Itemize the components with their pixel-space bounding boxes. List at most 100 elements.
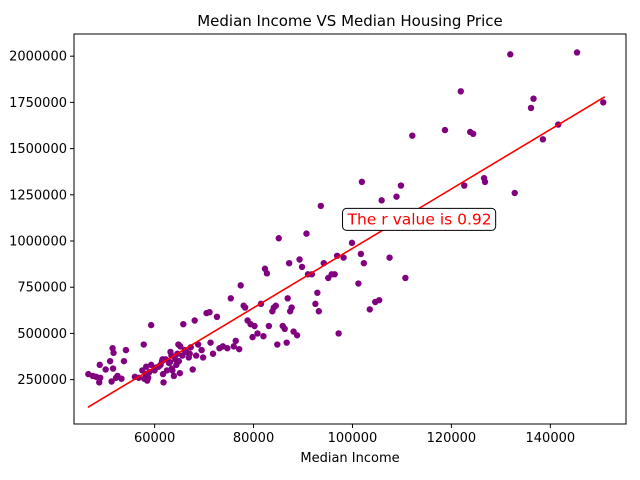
data-point: [191, 317, 198, 324]
x-tick-label: 100000: [328, 431, 378, 446]
data-point: [108, 378, 115, 385]
data-point: [251, 322, 258, 330]
data-point: [296, 256, 303, 263]
data-point: [249, 333, 256, 341]
y-tick-label: 1750000: [9, 96, 67, 111]
data-point: [314, 289, 321, 296]
y-tick-label: 250000: [17, 373, 67, 388]
data-point: [118, 375, 125, 382]
data-point: [232, 337, 239, 345]
data-point: [539, 136, 547, 143]
data-point: [263, 270, 271, 277]
data-point: [402, 274, 409, 282]
data-point: [386, 254, 393, 261]
data-point: [507, 51, 514, 58]
data-point: [106, 357, 114, 365]
data-point: [315, 308, 323, 315]
data-point: [109, 365, 117, 372]
data-point: [357, 250, 365, 258]
annotation-box: [342, 207, 497, 231]
data-point: [317, 202, 325, 210]
data-point: [409, 132, 416, 139]
regression-line: [87, 96, 606, 409]
plot-area: [85, 49, 607, 409]
data-point: [511, 189, 518, 197]
data-point: [237, 282, 244, 289]
data-point: [284, 295, 291, 302]
data-point: [461, 182, 468, 189]
data-point: [469, 130, 477, 138]
data-point: [236, 345, 243, 353]
x-tick-label: 140000: [526, 431, 576, 446]
data-point: [481, 178, 489, 186]
y-tick-label: 1250000: [9, 188, 67, 203]
data-point: [241, 304, 249, 311]
data-point: [160, 379, 167, 386]
data-point: [206, 308, 213, 316]
data-point: [230, 343, 237, 350]
data-point: [147, 361, 155, 369]
data-point: [600, 99, 607, 106]
data-point: [207, 339, 214, 346]
data-point: [163, 367, 171, 374]
data-point: [441, 126, 449, 134]
data-point: [331, 271, 338, 278]
data-point: [366, 306, 373, 313]
data-point: [102, 366, 109, 373]
data-point: [358, 178, 366, 186]
data-point: [573, 49, 581, 56]
data-point: [355, 280, 362, 287]
data-point: [288, 304, 295, 311]
data-point: [180, 320, 187, 328]
chart-title: Median Income VS Median Housing Price: [197, 12, 503, 30]
data-point: [140, 341, 147, 348]
data-point: [527, 104, 535, 112]
data-point: [457, 88, 464, 95]
data-point: [285, 259, 293, 267]
data-point: [166, 358, 174, 366]
y-tick-label: 1500000: [9, 142, 67, 157]
y-tick-label: 750000: [17, 281, 67, 296]
data-point: [170, 372, 178, 380]
x-tick-label: 60000: [134, 431, 175, 446]
y-tick-label: 500000: [17, 327, 67, 342]
data-point: [335, 330, 342, 337]
data-point: [213, 313, 221, 320]
annotation-text: The r value is 0.92: [347, 210, 492, 228]
data-point: [360, 259, 368, 267]
data-point: [397, 182, 405, 189]
data-point: [177, 343, 184, 350]
y-tick-label: 2000000: [9, 50, 67, 65]
data-point: [97, 374, 104, 381]
data-point: [274, 341, 281, 348]
data-point: [120, 357, 128, 365]
data-point: [340, 254, 347, 261]
data-point: [293, 332, 301, 339]
data-point: [254, 330, 261, 337]
data-point: [192, 352, 200, 359]
data-point: [312, 300, 319, 308]
data-point: [298, 263, 306, 271]
data-point: [378, 197, 385, 204]
data-point: [189, 366, 196, 373]
data-point: [169, 367, 176, 374]
data-point: [147, 321, 155, 329]
axes-ticks: 60000 80000 100000 120000 140000 250000 500000…: [9, 50, 575, 446]
data-point: [275, 235, 282, 242]
data-point: [199, 354, 207, 361]
data-point: [122, 346, 130, 354]
data-point: [283, 339, 290, 346]
data-point: [281, 325, 288, 333]
x-axis-title: Median Income: [300, 451, 399, 466]
data-point: [186, 350, 193, 357]
data-point: [260, 333, 267, 340]
data-point: [303, 230, 310, 237]
x-tick-label: 80000: [233, 431, 274, 446]
data-point: [375, 296, 383, 304]
data-point: [96, 361, 103, 369]
data-point: [224, 345, 231, 352]
data-point: [198, 346, 205, 354]
data-point: [144, 374, 152, 381]
